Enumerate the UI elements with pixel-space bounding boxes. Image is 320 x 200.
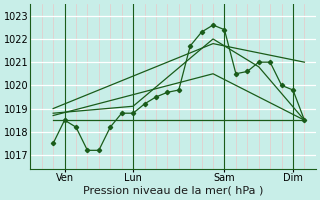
- X-axis label: Pression niveau de la mer( hPa ): Pression niveau de la mer( hPa ): [83, 186, 263, 196]
